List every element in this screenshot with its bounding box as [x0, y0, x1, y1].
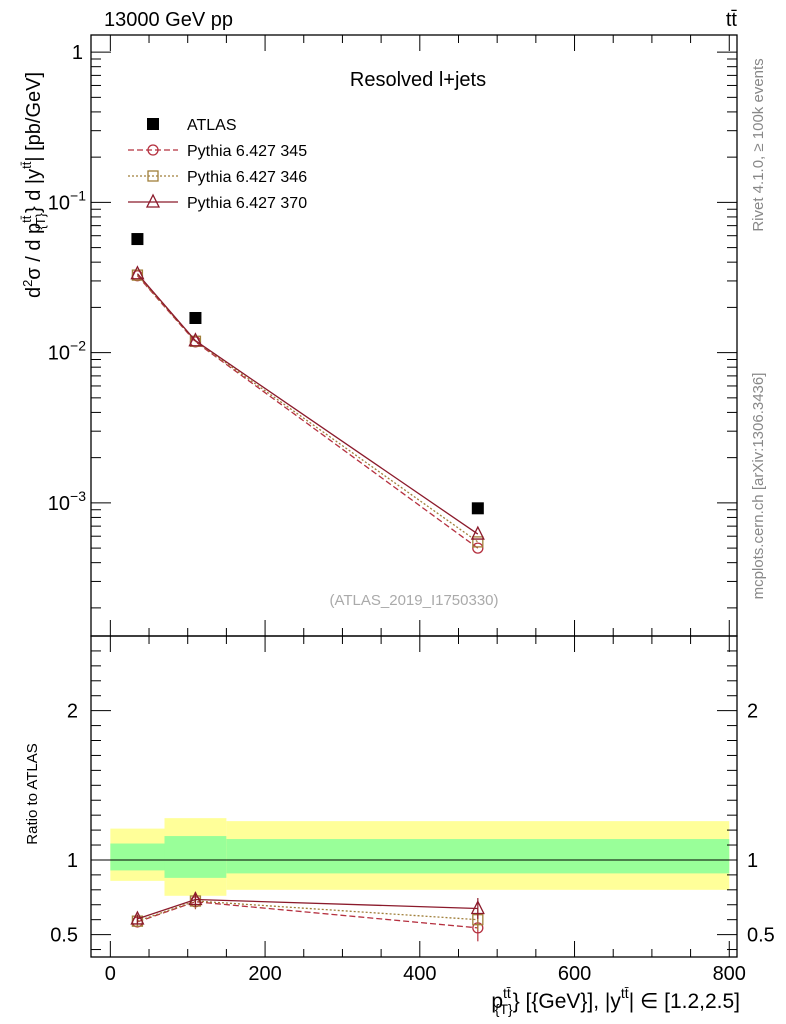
- uncertainty-band-green: [226, 839, 730, 874]
- data-point: [472, 542, 484, 554]
- y-tick-label-base: 10: [48, 493, 70, 515]
- legend-label: Pythia 6.427 370: [187, 195, 307, 212]
- data-point: [472, 536, 484, 548]
- y-tick-label-base: 10: [48, 192, 70, 214]
- ratio-y-tick-label-right: 0.5: [747, 925, 775, 947]
- rivet-label: Rivet 4.1.0, ≥ 100k events: [750, 58, 767, 231]
- x-tick-label: 600: [558, 963, 591, 985]
- legend-label: Pythia 6.427 345: [187, 143, 307, 160]
- x-tick-label: 800: [713, 963, 746, 985]
- y-tick-label-base: 10: [48, 343, 70, 365]
- x-tick-label: 200: [248, 963, 281, 985]
- x-tick-label: 0: [105, 963, 116, 985]
- ratio-frame: [90, 635, 738, 958]
- mcplots-label: mcplots.cern.ch [arXiv:1306.3436]: [750, 373, 767, 600]
- legend-marker: [145, 193, 161, 208]
- watermark: (ATLAS_2019_I1750330): [329, 592, 498, 609]
- y-tick-label: 10−2: [48, 338, 86, 365]
- data-point: [188, 332, 203, 347]
- ratio-y-tick-label-right: 1: [747, 850, 758, 872]
- y-tick-label-exp: −1: [70, 187, 86, 203]
- uncertainty-band-green: [164, 836, 227, 878]
- y-tick-label: 10−1: [48, 187, 86, 214]
- ratio-data-point: [188, 891, 203, 906]
- legend-marker: [147, 144, 159, 156]
- series-line: [136, 275, 479, 549]
- legend-label: Pythia 6.427 346: [187, 169, 307, 186]
- y-tick-label: 1: [72, 42, 83, 64]
- ratio-y-tick-label: 1: [67, 850, 78, 872]
- ratio-y-tick-label: 0.5: [50, 925, 78, 947]
- x-tick-label: 400: [403, 963, 436, 985]
- ratio-data-point: [470, 900, 485, 915]
- uncertainty-band-green: [110, 843, 165, 871]
- y-tick-label-exp: −2: [70, 338, 86, 354]
- legend-label: ATLAS: [187, 117, 237, 134]
- legend-marker: [147, 170, 159, 182]
- ratio-ylabel: Ratio to ATLAS: [24, 743, 41, 844]
- y-tick-label-exp: −3: [70, 488, 86, 504]
- data-point: [189, 311, 202, 324]
- series-line: [136, 273, 479, 535]
- x-axis-title: ptt̄ {T}} [{GeV}], |ytt̄| ∈ [1.2,2.5]: [491, 985, 740, 1017]
- ratio-y-tick-label-right: 2: [747, 701, 758, 723]
- main-ylabel: d2σ / d ptt̄{T}} d |ytt̄| [pb/GeV]: [19, 72, 48, 298]
- ratio-series-line: [137, 901, 478, 929]
- header-right: tt̄: [726, 9, 738, 31]
- data-point: [130, 265, 145, 280]
- data-point: [131, 269, 144, 281]
- data-point: [131, 233, 144, 246]
- legend-marker: [147, 118, 159, 130]
- y-tick-label: 10−3: [48, 488, 86, 515]
- series-line: [136, 274, 479, 543]
- data-point: [470, 525, 485, 540]
- ratio-y-tick-label: 2: [67, 701, 78, 723]
- ratio-series-line: [137, 900, 478, 922]
- ratio-data-point: [130, 910, 145, 925]
- header-left: 13000 GeV pp: [104, 9, 233, 31]
- chart-title: Resolved l+jets: [350, 69, 486, 91]
- data-point: [471, 502, 484, 515]
